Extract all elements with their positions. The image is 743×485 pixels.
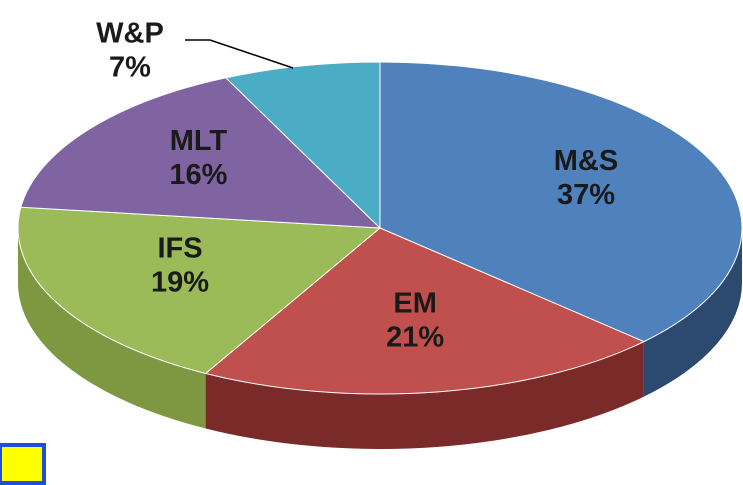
slice-side: [643, 228, 742, 397]
category-label: IFS: [157, 232, 202, 264]
leader-line: [185, 39, 294, 69]
slice-side: [18, 228, 206, 429]
value-label: 7%: [109, 52, 151, 84]
value-label: 21%: [386, 321, 444, 353]
slice: [204, 227, 646, 395]
slice: [224, 61, 381, 230]
value-label: 19%: [151, 266, 209, 298]
slice: [379, 61, 743, 343]
slice: [20, 77, 382, 229]
category-label: M&S: [554, 145, 618, 177]
slice: [17, 206, 382, 375]
category-label: EM: [393, 287, 437, 319]
value-label: 37%: [557, 179, 615, 211]
value-label: 16%: [169, 159, 227, 191]
yellow-marker: [0, 443, 46, 485]
category-label: W&P: [96, 18, 164, 50]
slice-side: [205, 341, 644, 450]
category-label: MLT: [170, 125, 228, 157]
